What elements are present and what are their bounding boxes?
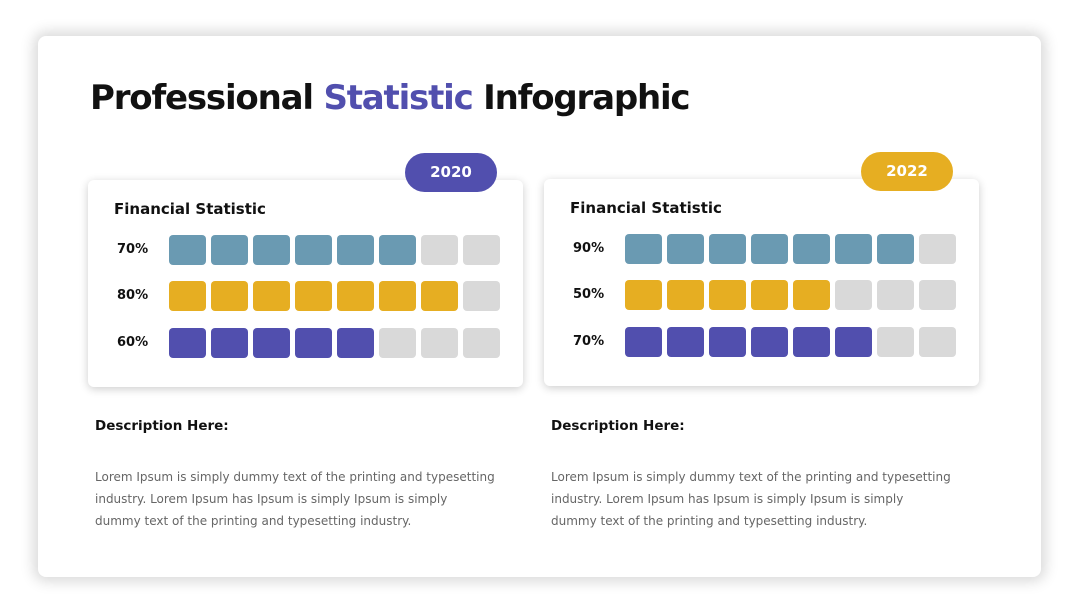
title-part-2: Infographic bbox=[483, 78, 690, 118]
filled-segment bbox=[211, 328, 248, 358]
filled-segment bbox=[295, 235, 332, 265]
filled-segment bbox=[793, 327, 830, 357]
stat-row: 50% bbox=[544, 280, 979, 310]
empty-segment bbox=[877, 280, 914, 310]
chart-card-2022: Financial Statistic 90% 50% 70% bbox=[544, 179, 979, 386]
percent-label: 80% bbox=[117, 288, 149, 303]
filled-segment bbox=[421, 281, 458, 311]
stat-row: 70% bbox=[88, 235, 523, 265]
segment-bar bbox=[169, 281, 500, 311]
stat-row: 90% bbox=[544, 234, 979, 264]
filled-segment bbox=[169, 328, 206, 358]
empty-segment bbox=[835, 280, 872, 310]
empty-segment bbox=[919, 327, 956, 357]
filled-segment bbox=[337, 328, 374, 358]
year-badge-2020: 2020 bbox=[405, 153, 497, 192]
empty-segment bbox=[463, 281, 500, 311]
filled-segment bbox=[625, 280, 662, 310]
filled-segment bbox=[169, 281, 206, 311]
title-accent: Statistic bbox=[323, 78, 473, 118]
description-text: Lorem Ipsum is simply dummy text of the … bbox=[95, 470, 495, 528]
filled-segment bbox=[211, 235, 248, 265]
filled-segment bbox=[253, 281, 290, 311]
empty-segment bbox=[421, 235, 458, 265]
filled-segment bbox=[793, 234, 830, 264]
description-heading: Description Here: bbox=[95, 418, 229, 434]
segment-bar bbox=[625, 234, 956, 264]
stat-row: 80% bbox=[88, 281, 523, 311]
percent-label: 70% bbox=[117, 242, 149, 257]
filled-segment bbox=[835, 327, 872, 357]
filled-segment bbox=[667, 234, 704, 264]
filled-segment bbox=[625, 234, 662, 264]
segment-bar bbox=[169, 235, 500, 265]
filled-segment bbox=[751, 234, 788, 264]
card-title: Financial Statistic bbox=[114, 200, 266, 218]
filled-segment bbox=[337, 235, 374, 265]
filled-segment bbox=[169, 235, 206, 265]
page-title: Professional Statistic Infographic bbox=[90, 78, 691, 118]
percent-label: 90% bbox=[573, 241, 605, 256]
segment-bar bbox=[625, 327, 956, 357]
filled-segment bbox=[667, 280, 704, 310]
description-text: Lorem Ipsum is simply dummy text of the … bbox=[551, 470, 951, 528]
filled-segment bbox=[751, 327, 788, 357]
empty-segment bbox=[379, 328, 416, 358]
percent-label: 50% bbox=[573, 287, 605, 302]
filled-segment bbox=[709, 234, 746, 264]
filled-segment bbox=[337, 281, 374, 311]
segment-bar bbox=[169, 328, 500, 358]
filled-segment bbox=[295, 328, 332, 358]
empty-segment bbox=[421, 328, 458, 358]
filled-segment bbox=[667, 327, 704, 357]
stat-row: 70% bbox=[544, 327, 979, 357]
empty-segment bbox=[463, 328, 500, 358]
filled-segment bbox=[379, 235, 416, 265]
segment-bar bbox=[625, 280, 956, 310]
filled-segment bbox=[709, 280, 746, 310]
filled-segment bbox=[877, 234, 914, 264]
title-part-1: Professional bbox=[90, 78, 314, 118]
stat-row: 60% bbox=[88, 328, 523, 358]
filled-segment bbox=[709, 327, 746, 357]
empty-segment bbox=[877, 327, 914, 357]
description-heading: Description Here: bbox=[551, 418, 685, 434]
filled-segment bbox=[253, 235, 290, 265]
percent-label: 60% bbox=[117, 335, 149, 350]
filled-segment bbox=[751, 280, 788, 310]
filled-segment bbox=[379, 281, 416, 311]
chart-card-2020: Financial Statistic 70% 80% 60% bbox=[88, 180, 523, 387]
filled-segment bbox=[835, 234, 872, 264]
card-title: Financial Statistic bbox=[570, 199, 722, 217]
filled-segment bbox=[793, 280, 830, 310]
filled-segment bbox=[625, 327, 662, 357]
empty-segment bbox=[919, 234, 956, 264]
empty-segment bbox=[919, 280, 956, 310]
empty-segment bbox=[463, 235, 500, 265]
year-badge-2022: 2022 bbox=[861, 152, 953, 191]
filled-segment bbox=[253, 328, 290, 358]
filled-segment bbox=[211, 281, 248, 311]
percent-label: 70% bbox=[573, 334, 605, 349]
filled-segment bbox=[295, 281, 332, 311]
